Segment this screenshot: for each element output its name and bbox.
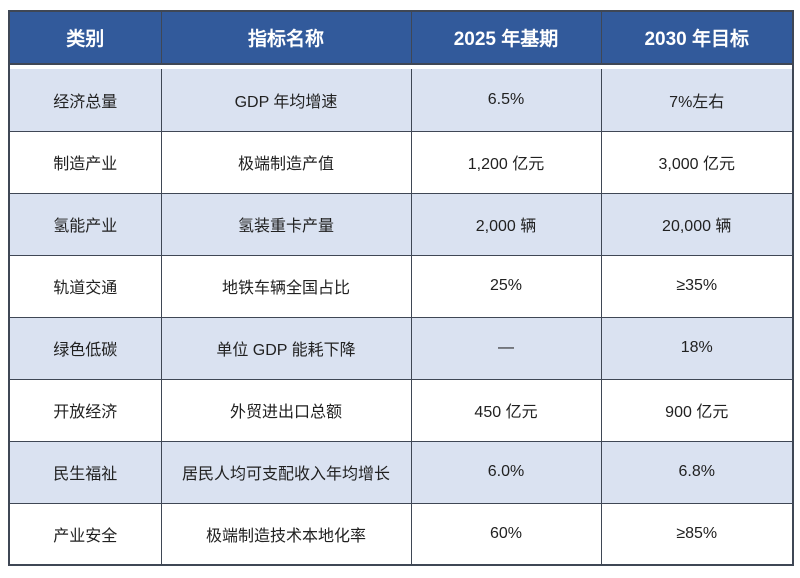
table-row: 制造产业 极端制造产值 1,200 亿元 3,000 亿元	[8, 130, 794, 194]
category-cell: 绿色低碳	[8, 316, 162, 380]
category-cell: 轨道交通	[8, 254, 162, 318]
column-header-category: 类别	[8, 10, 162, 65]
indicator-table: 类别 指标名称 2025 年基期 2030 年目标 经济总量 GDP 年均增速 …	[8, 10, 794, 566]
indicator-cell: 单位 GDP 能耗下降	[160, 316, 412, 380]
indicator-cell: 居民人均可支配收入年均增长	[160, 440, 412, 504]
indicator-cell: 极端制造技术本地化率	[160, 502, 412, 566]
target-cell: ≥85%	[600, 502, 794, 566]
target-cell: 3,000 亿元	[600, 130, 794, 194]
table-row: 经济总量 GDP 年均增速 6.5% 7%左右	[8, 69, 794, 132]
table-row: 氢能产业 氢装重卡产量 2,000 辆 20,000 辆	[8, 192, 794, 256]
table-row: 开放经济 外贸进出口总额 450 亿元 900 亿元	[8, 378, 794, 442]
category-cell: 产业安全	[8, 502, 162, 566]
category-cell: 经济总量	[8, 69, 162, 132]
category-cell: 开放经济	[8, 378, 162, 442]
baseline-cell: 6.0%	[410, 440, 602, 504]
indicator-cell: 外贸进出口总额	[160, 378, 412, 442]
baseline-cell: 25%	[410, 254, 602, 318]
target-cell: 18%	[600, 316, 794, 380]
column-header-indicator: 指标名称	[160, 10, 412, 65]
indicator-cell: GDP 年均增速	[160, 69, 412, 132]
target-cell: 20,000 辆	[600, 192, 794, 256]
baseline-cell: 1,200 亿元	[410, 130, 602, 194]
baseline-cell: 450 亿元	[410, 378, 602, 442]
baseline-cell: —	[410, 316, 602, 380]
target-cell: 7%左右	[600, 69, 794, 132]
indicator-cell: 极端制造产值	[160, 130, 412, 194]
category-cell: 制造产业	[8, 130, 162, 194]
table-row: 绿色低碳 单位 GDP 能耗下降 — 18%	[8, 316, 794, 380]
target-cell: 900 亿元	[600, 378, 794, 442]
column-header-target-2030: 2030 年目标	[600, 10, 794, 65]
baseline-cell: 2,000 辆	[410, 192, 602, 256]
baseline-cell: 60%	[410, 502, 602, 566]
table-row: 民生福祉 居民人均可支配收入年均增长 6.0% 6.8%	[8, 440, 794, 504]
target-cell: ≥35%	[600, 254, 794, 318]
table-body: 经济总量 GDP 年均增速 6.5% 7%左右 制造产业 极端制造产值 1,20…	[8, 64, 794, 566]
header-row: 类别 指标名称 2025 年基期 2030 年目标	[8, 10, 794, 65]
category-cell: 民生福祉	[8, 440, 162, 504]
table-row: 轨道交通 地铁车辆全国占比 25% ≥35%	[8, 254, 794, 318]
baseline-cell: 6.5%	[410, 69, 602, 132]
table-header: 类别 指标名称 2025 年基期 2030 年目标	[8, 10, 794, 65]
target-cell: 6.8%	[600, 440, 794, 504]
header-gap	[9, 64, 793, 69]
indicator-table-container: 类别 指标名称 2025 年基期 2030 年目标 经济总量 GDP 年均增速 …	[8, 10, 794, 566]
column-header-baseline-2025: 2025 年基期	[410, 10, 602, 65]
table-row: 产业安全 极端制造技术本地化率 60% ≥85%	[8, 502, 794, 566]
indicator-cell: 氢装重卡产量	[160, 192, 412, 256]
indicator-cell: 地铁车辆全国占比	[160, 254, 412, 318]
category-cell: 氢能产业	[8, 192, 162, 256]
